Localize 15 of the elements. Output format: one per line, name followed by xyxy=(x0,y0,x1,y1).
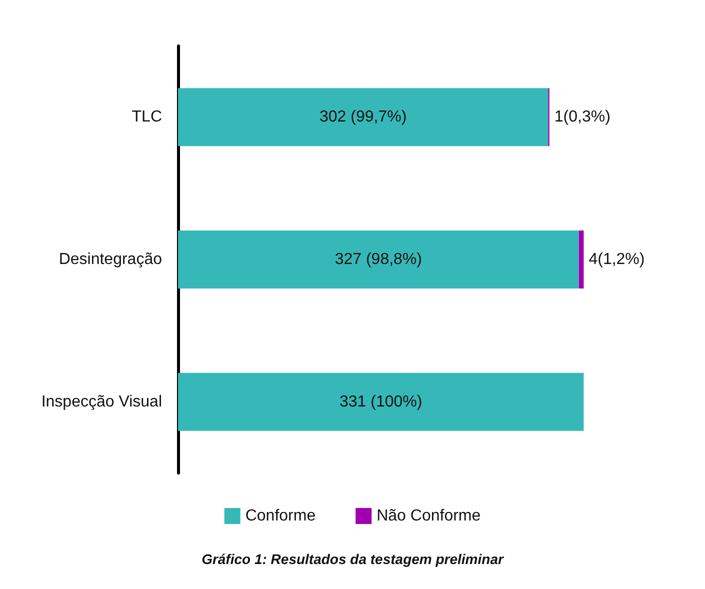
bar xyxy=(178,372,584,431)
data-label: 1(0,3%) xyxy=(554,108,610,126)
y-tick-label: Desintegração xyxy=(58,251,162,268)
text: Gráfico 1: Resultados da testagem preliminar xyxy=(202,551,505,567)
y-tick-label: Inspecção Visual xyxy=(41,393,162,410)
bar xyxy=(178,230,579,288)
legend-label: Conforme xyxy=(245,508,316,524)
data-label: 327 (98,8%) xyxy=(334,251,422,268)
bar xyxy=(578,230,584,288)
data-label: 4(1,2%) xyxy=(588,251,645,268)
legend-label: Não Conforme xyxy=(376,508,481,524)
data-label: 331 (100%) xyxy=(339,393,422,410)
bar xyxy=(178,88,548,146)
y-tick-label: TLC xyxy=(132,108,162,126)
data-label: 302 (99,7%) xyxy=(319,108,407,126)
